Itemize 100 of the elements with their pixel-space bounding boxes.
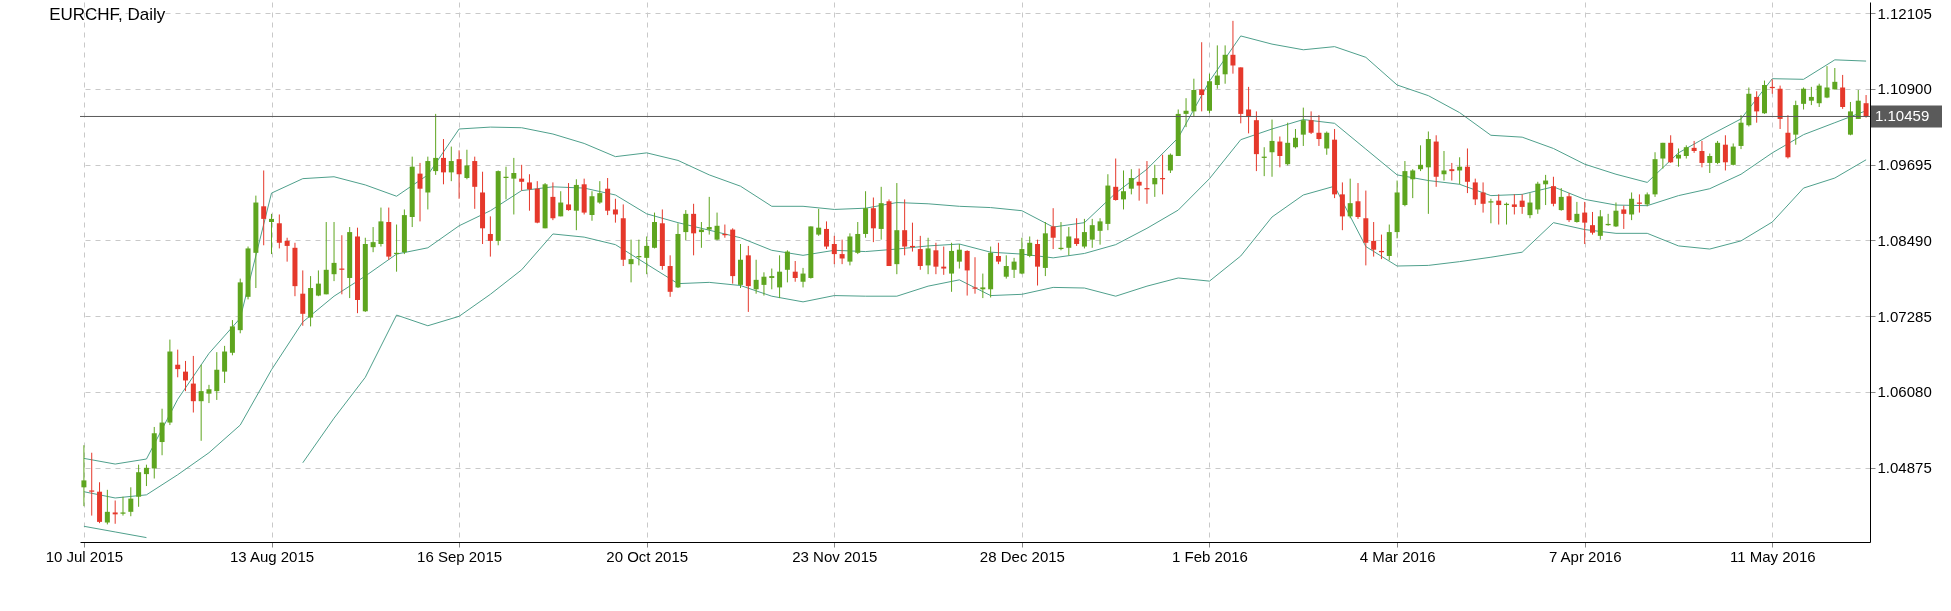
candlestick: [1097, 217, 1103, 246]
candlestick: [870, 197, 876, 243]
candlestick: [1715, 140, 1721, 165]
candlestick: [104, 489, 110, 525]
candlestick: [1152, 164, 1158, 198]
candlestick: [1371, 221, 1377, 258]
candlestick: [964, 249, 970, 297]
candlestick: [792, 260, 798, 283]
candlestick: [1246, 86, 1252, 134]
candlestick: [190, 355, 196, 413]
candlestick: [1167, 153, 1173, 174]
candlestick: [1847, 101, 1853, 136]
candlestick: [1003, 254, 1009, 280]
candlestick: [120, 496, 126, 517]
candlestick: [1855, 89, 1861, 120]
candlestick: [1183, 97, 1189, 128]
candlestick: [1816, 83, 1822, 108]
candlestick: [198, 364, 204, 442]
candlestick: [464, 149, 470, 180]
candlestick: [284, 237, 290, 263]
candlestick: [261, 169, 267, 246]
x-tick-label: 11 May 2016: [1729, 547, 1816, 565]
candlestick: [206, 384, 212, 404]
x-tick-label: 1 Feb 2016: [1172, 547, 1248, 565]
candlestick: [1550, 176, 1556, 207]
candlestick: [183, 360, 189, 392]
candlestick: [1496, 193, 1502, 226]
y-tick-label: 1.07285: [1877, 307, 1932, 325]
candlestick: [1691, 140, 1697, 154]
candlestick: [1128, 168, 1134, 195]
candlestick: [1027, 235, 1033, 258]
candlestick: [269, 213, 275, 255]
candlestick: [644, 235, 650, 275]
line-series: [83, 35, 1867, 465]
candlestick: [433, 113, 439, 176]
candlestick: [855, 221, 861, 255]
candlestick: [1339, 181, 1345, 231]
line-series: [302, 159, 1867, 464]
candlestick: [1480, 181, 1486, 214]
x-tick-label: 20 Oct 2015: [606, 547, 689, 565]
candlestick: [1347, 178, 1353, 219]
x-tick-label: 16 Sep 2015: [417, 547, 503, 565]
candlestick: [831, 235, 837, 265]
candlestick: [1066, 226, 1072, 256]
candlestick: [589, 190, 595, 222]
candlestick: [839, 239, 845, 265]
candlestick: [1464, 147, 1470, 194]
candlestick: [440, 138, 446, 185]
x-tick-label: 10 Jul 2015: [45, 547, 124, 565]
candlestick: [1214, 44, 1220, 90]
candlestick: [417, 162, 423, 222]
candlestick: [378, 207, 384, 248]
candlestick: [683, 209, 689, 241]
candlestick: [949, 242, 955, 293]
candlestick: [1011, 257, 1017, 279]
candlestick: [941, 246, 947, 276]
candlestick: [800, 267, 806, 288]
candlestick: [300, 269, 306, 327]
candlestick: [1277, 136, 1283, 168]
candlestick: [1597, 209, 1603, 241]
candlestick: [1035, 239, 1041, 287]
candlestick: [1386, 224, 1392, 261]
candlestick: [917, 235, 923, 271]
y-tick-label: 1.06080: [1877, 383, 1932, 401]
candlestick: [370, 226, 376, 253]
candlestick: [1621, 205, 1627, 230]
candlestick: [1285, 122, 1291, 166]
candlestick: [691, 203, 697, 256]
candlestick: [222, 345, 228, 384]
x-tick-label: 7 Apr 2016: [1548, 547, 1622, 565]
candlestick: [816, 208, 822, 237]
y-tick-label: 1.04875: [1877, 459, 1932, 477]
candlestick: [769, 268, 775, 290]
candlestick: [1121, 169, 1127, 210]
candlestick: [1136, 168, 1142, 202]
candlestick: [1308, 110, 1314, 135]
candlestick: [1472, 178, 1478, 206]
x-tick-label: 13 Aug 2015: [229, 547, 315, 565]
candlestick: [1863, 94, 1869, 119]
candlestick: [175, 349, 181, 378]
candlestick: [1418, 144, 1424, 172]
candlestick: [1824, 65, 1830, 99]
candlestick: [1050, 207, 1056, 250]
candlestick: [784, 249, 790, 283]
candlestick: [159, 408, 165, 456]
candlestick: [933, 242, 939, 275]
y-tick-label: 1.12105: [1877, 4, 1932, 22]
candlestick: [558, 190, 564, 217]
candlestick: [1410, 168, 1416, 199]
candlestick: [1300, 107, 1306, 147]
candlestick: [1081, 218, 1087, 249]
candlestick: [1089, 218, 1095, 249]
candlestick: [214, 351, 220, 401]
candlestick: [1511, 193, 1517, 215]
candlestick: [956, 243, 962, 270]
candlestick: [1316, 114, 1322, 147]
candlestick: [487, 215, 493, 258]
candlestick: [1754, 90, 1760, 124]
candlestick: [1566, 192, 1572, 223]
candlestick: [1355, 182, 1361, 220]
